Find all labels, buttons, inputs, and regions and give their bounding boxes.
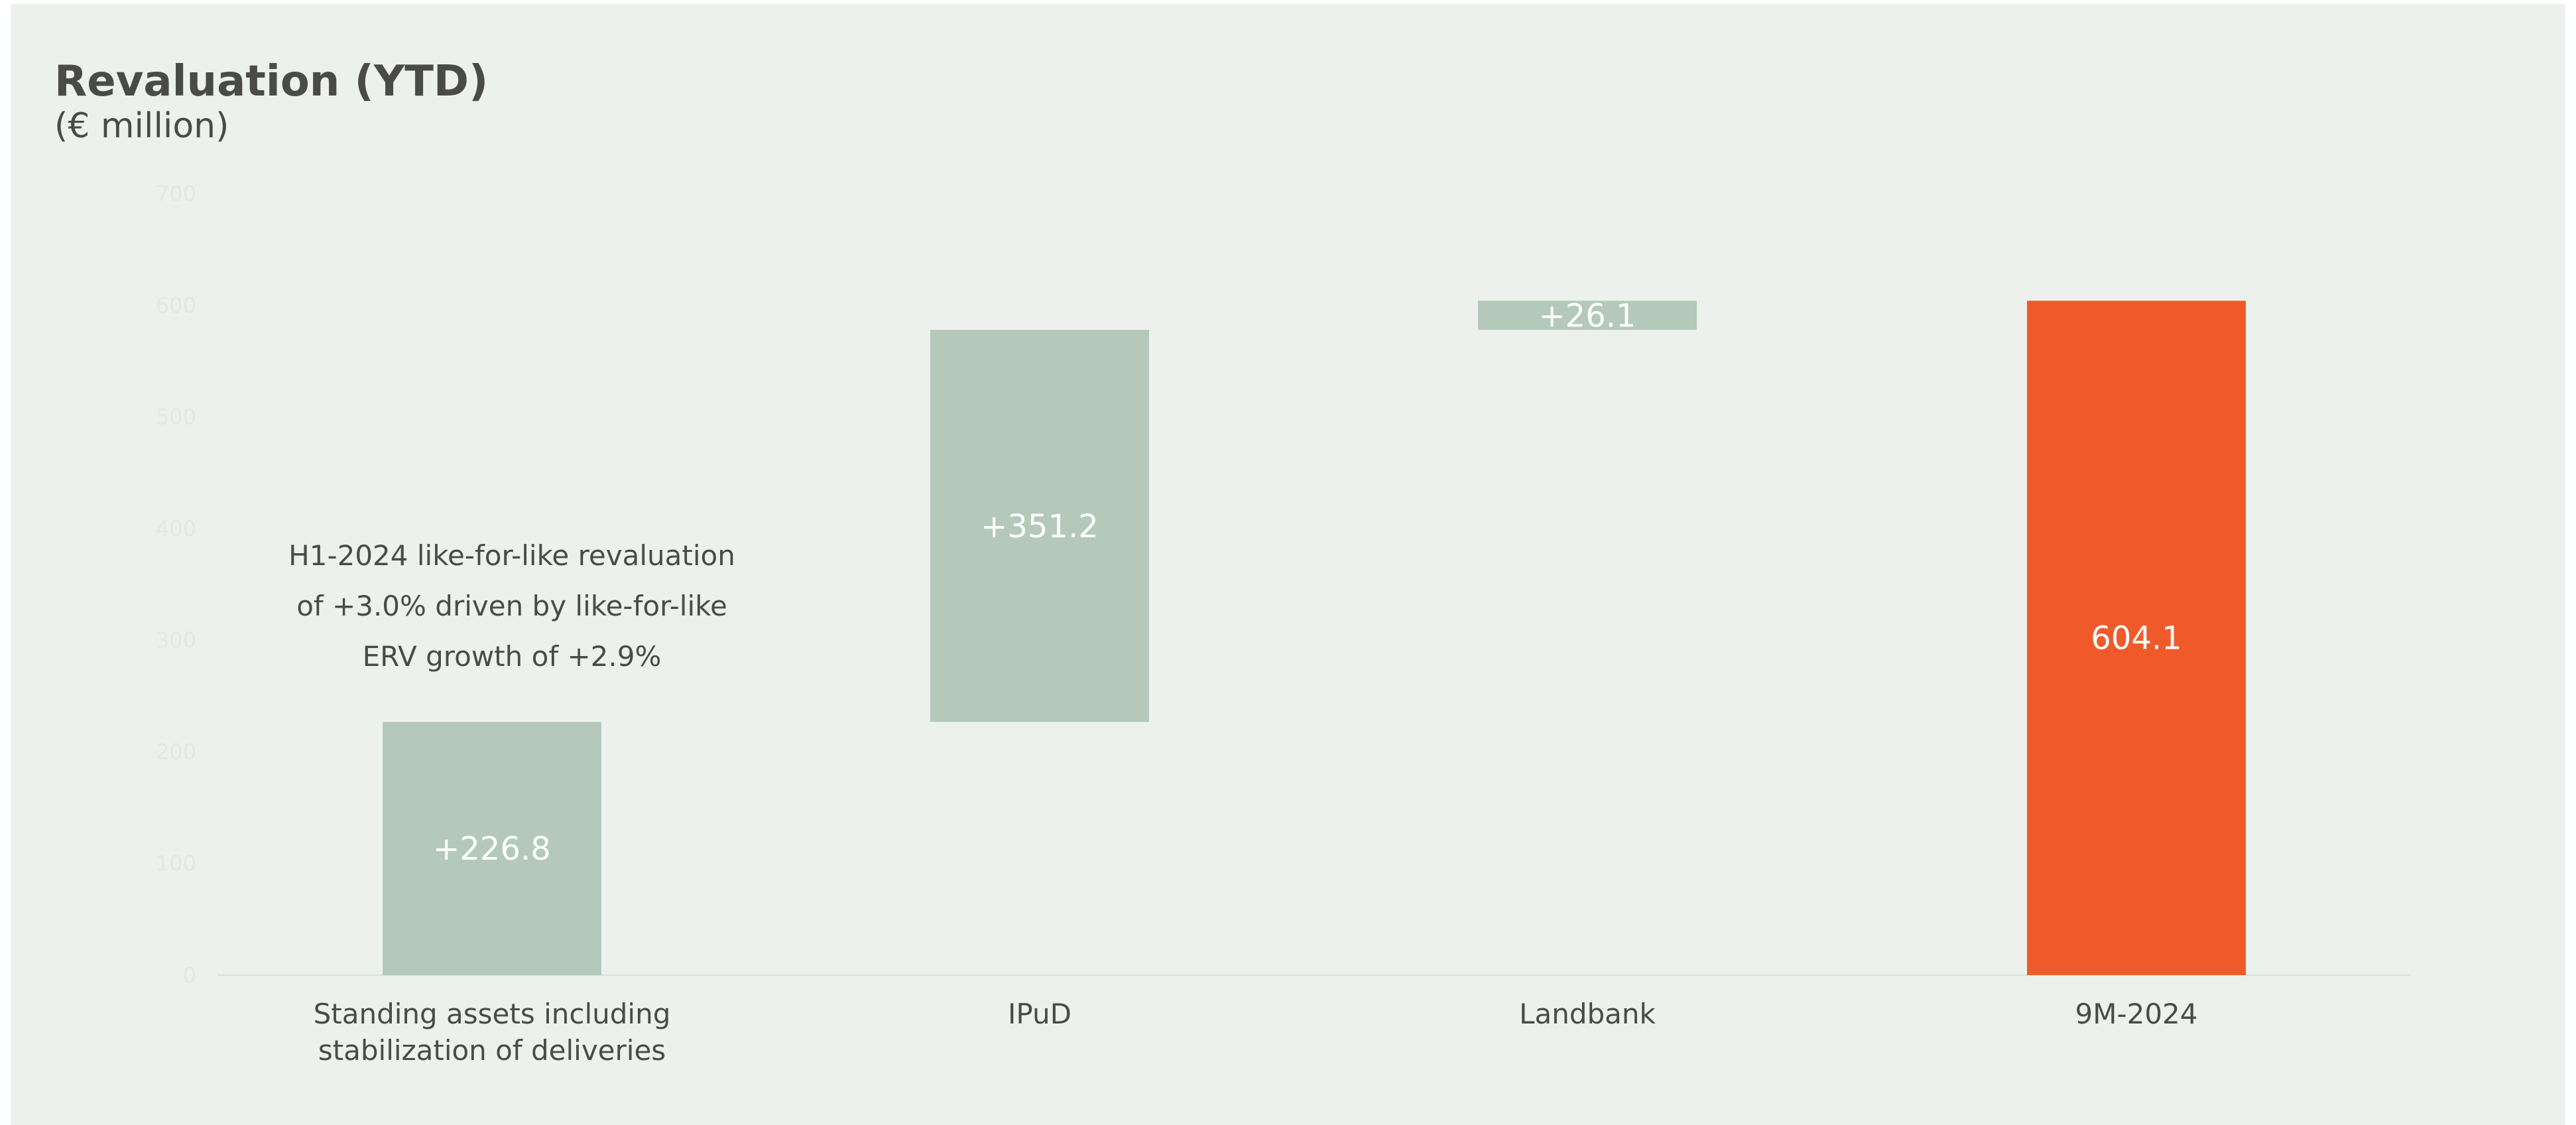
bar <box>2027 300 2246 975</box>
x-tick-label: IPuD <box>1008 998 1072 1030</box>
bar <box>383 722 601 975</box>
y-tick-label: 400 <box>156 516 196 541</box>
y-tick-label: 100 <box>156 851 196 876</box>
chart-subtitle: (€ million) <box>54 106 229 146</box>
bar-value-label: +226.8 <box>433 830 551 868</box>
y-tick-label: 300 <box>156 628 196 653</box>
x-tick-label: 9M-2024 <box>2075 998 2197 1030</box>
annotation-line: of +3.0% driven by like-for-like <box>296 590 727 622</box>
y-tick-label: 500 <box>156 405 196 430</box>
y-tick-label: 0 <box>183 962 196 988</box>
bar <box>930 330 1149 722</box>
bar-value-label: 604.1 <box>2091 620 2181 657</box>
chart-title: Revaluation (YTD) <box>54 57 489 106</box>
annotation-line: H1-2024 like-for-like revaluation <box>288 539 735 572</box>
bar-value-label: +351.2 <box>981 508 1099 545</box>
bar-value-label: +26.1 <box>1538 297 1636 334</box>
y-tick-label: 700 <box>156 181 196 206</box>
y-tick-label: 600 <box>156 293 196 318</box>
chart-annotation: H1-2024 like-for-like revaluation of +3.… <box>260 531 764 682</box>
bar <box>1478 300 1697 330</box>
annotation-line: ERV growth of +2.9% <box>362 640 662 673</box>
y-tick-label: 200 <box>156 739 196 764</box>
x-tick-label: Standing assets including <box>314 998 671 1030</box>
x-tick-label: stabilization of deliveries <box>318 1034 666 1067</box>
x-tick-label: Landbank <box>1519 998 1656 1030</box>
